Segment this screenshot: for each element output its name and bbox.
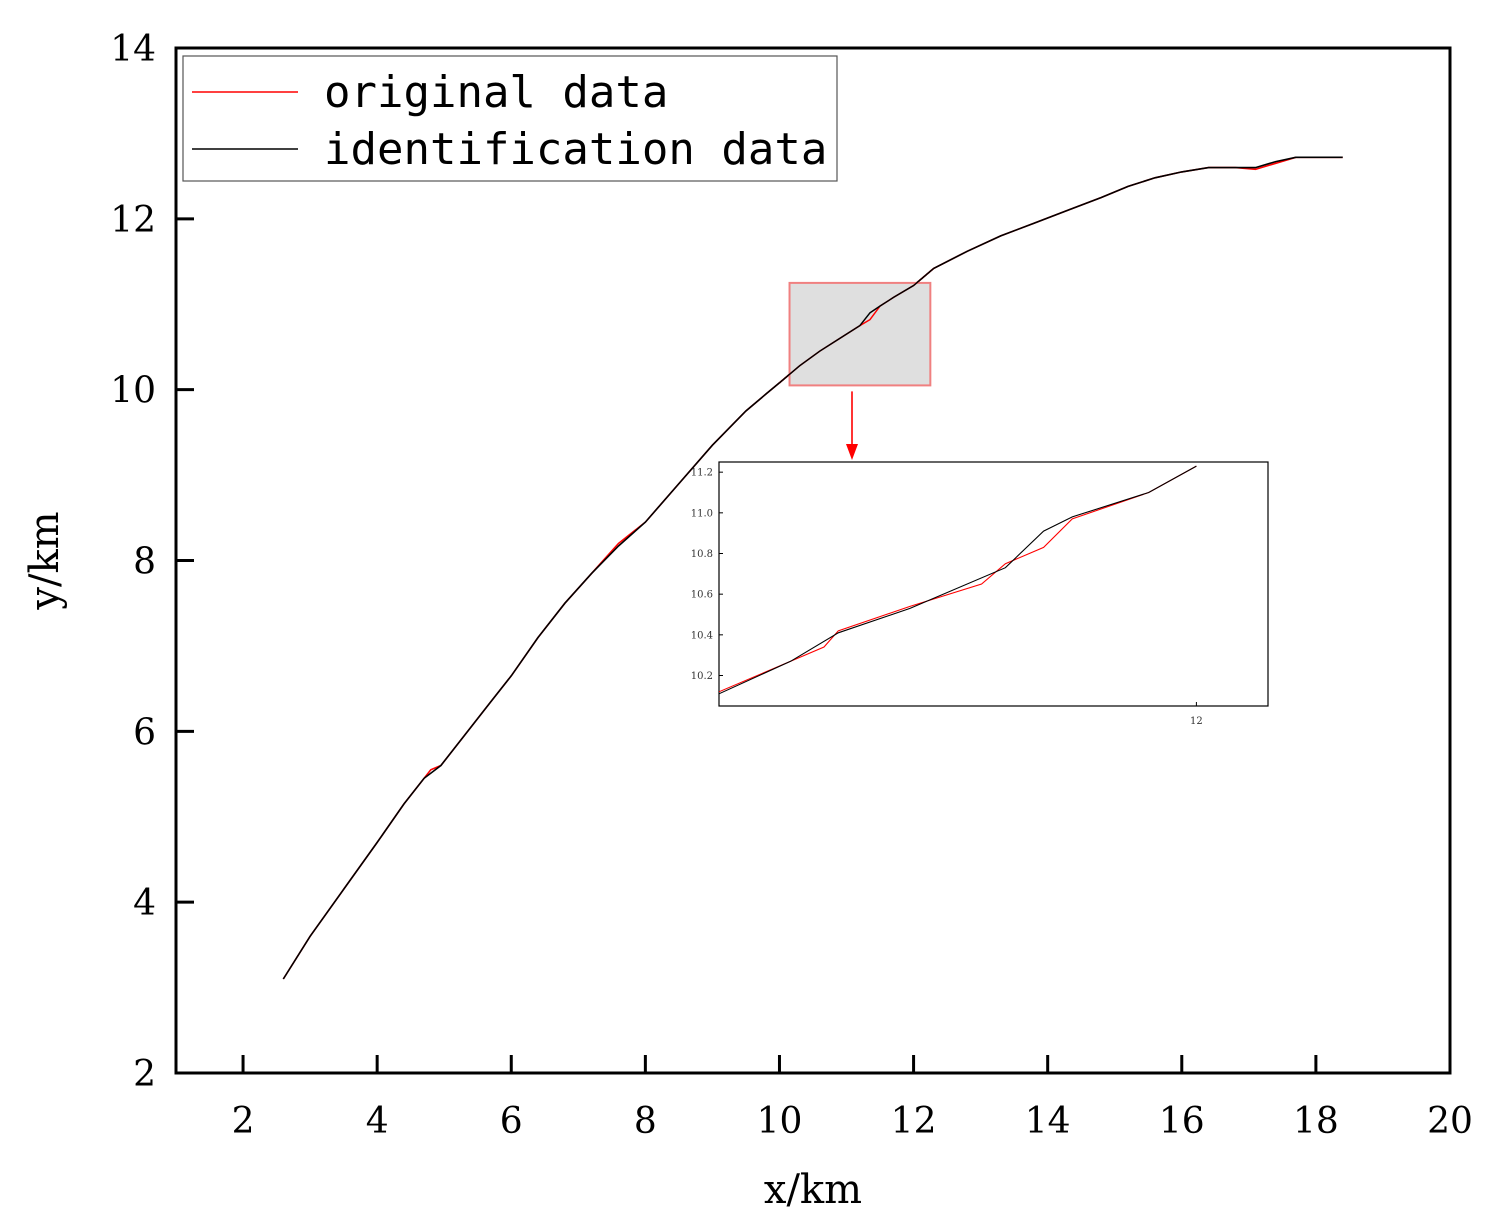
y-tick-label: 4 (133, 883, 156, 924)
x-axis-title: x/km (764, 1167, 862, 1213)
inset-y-tick-label: 10.8 (691, 549, 713, 560)
zoom-highlight (779, 267, 935, 460)
x-tick-label: 16 (1159, 1101, 1205, 1142)
y-tick-label: 14 (110, 29, 156, 70)
x-tick-label: 6 (500, 1101, 523, 1142)
x-tick-label: 12 (891, 1101, 937, 1142)
inset-series-line-1 (719, 465, 1197, 695)
x-tick-label: 20 (1427, 1101, 1473, 1142)
highlight-series-line-1 (779, 267, 935, 384)
x-axis-ticks: 2 4 6 8 10 12 14 16 18 20 (232, 1055, 1473, 1142)
y-tick-label: 12 (110, 200, 156, 241)
y-axis-ticks: 2 4 6 8 10 12 14 (110, 29, 194, 1095)
inset-y-tick-label: 10.2 (691, 671, 713, 682)
inset-x-tick-label: 12 (1190, 716, 1203, 727)
inset-y-tick-label: 11.2 (691, 468, 713, 479)
legend: original data identification data (182, 55, 838, 182)
x-tick-label: 4 (366, 1101, 389, 1142)
inset-y-tick-label: 11.0 (691, 508, 713, 519)
y-tick-label: 6 (133, 712, 156, 753)
x-tick-label: 2 (232, 1101, 255, 1142)
y-tick-label: 10 (110, 371, 156, 412)
y-tick-label: 2 (133, 1054, 156, 1095)
legend-box (182, 55, 838, 182)
legend-label: original data (324, 67, 668, 118)
inset-y-tick-label: 10.4 (691, 630, 713, 641)
zoom-arrow-head (846, 444, 858, 460)
inset-plot: 10.2 10.4 10.6 10.8 11.0 11.2 12 (691, 461, 1269, 727)
highlight-box (788, 281, 932, 387)
x-tick-label: 10 (757, 1101, 803, 1142)
y-axis-title: y/km (22, 511, 68, 610)
inset-series-line-0 (719, 465, 1197, 693)
legend-label: identification data (324, 124, 827, 175)
x-tick-label: 8 (634, 1101, 657, 1142)
inset-y-tick-label: 10.6 (691, 590, 713, 601)
y-tick-label: 8 (133, 542, 156, 583)
inset-frame (718, 461, 1269, 707)
x-tick-label: 14 (1025, 1101, 1071, 1142)
x-tick-label: 18 (1293, 1101, 1339, 1142)
